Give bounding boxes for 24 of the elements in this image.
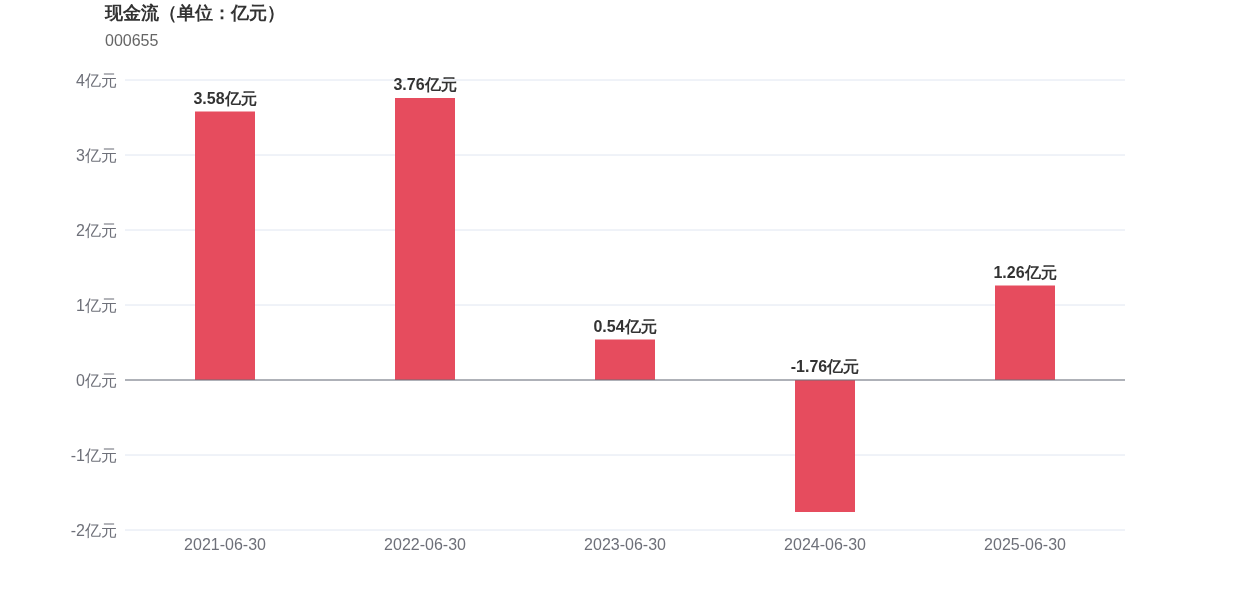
y-tick-label: 4亿元 (76, 71, 117, 89)
data-label: 1.26亿元 (993, 263, 1057, 281)
data-label: 0.54亿元 (593, 317, 657, 335)
data-label: 3.76亿元 (393, 76, 457, 93)
y-tick-label: -2亿元 (70, 521, 117, 539)
chart-subtitle: 000655 (105, 32, 159, 49)
y-tick-label: 2亿元 (76, 221, 117, 239)
x-tick-label: 2024-06-30 (784, 536, 867, 553)
y-tick-label: -1亿元 (70, 446, 117, 464)
bar (595, 339, 655, 380)
x-tick-label: 2025-06-30 (984, 536, 1067, 553)
x-tick-label: 2021-06-30 (184, 536, 267, 553)
chart-title: 现金流（单位：亿元） (104, 3, 285, 23)
data-label: 3.58亿元 (193, 89, 257, 107)
x-tick-label: 2023-06-30 (584, 536, 667, 553)
y-tick-label: 3亿元 (76, 146, 117, 164)
bar (795, 380, 855, 512)
x-tick-label: 2022-06-30 (384, 536, 467, 553)
bar (995, 285, 1055, 380)
data-label: -1.76亿元 (790, 358, 860, 375)
y-tick-label: 1亿元 (76, 296, 117, 314)
bar (395, 98, 455, 380)
bar (195, 111, 255, 380)
y-tick-label: 0亿元 (76, 371, 117, 389)
